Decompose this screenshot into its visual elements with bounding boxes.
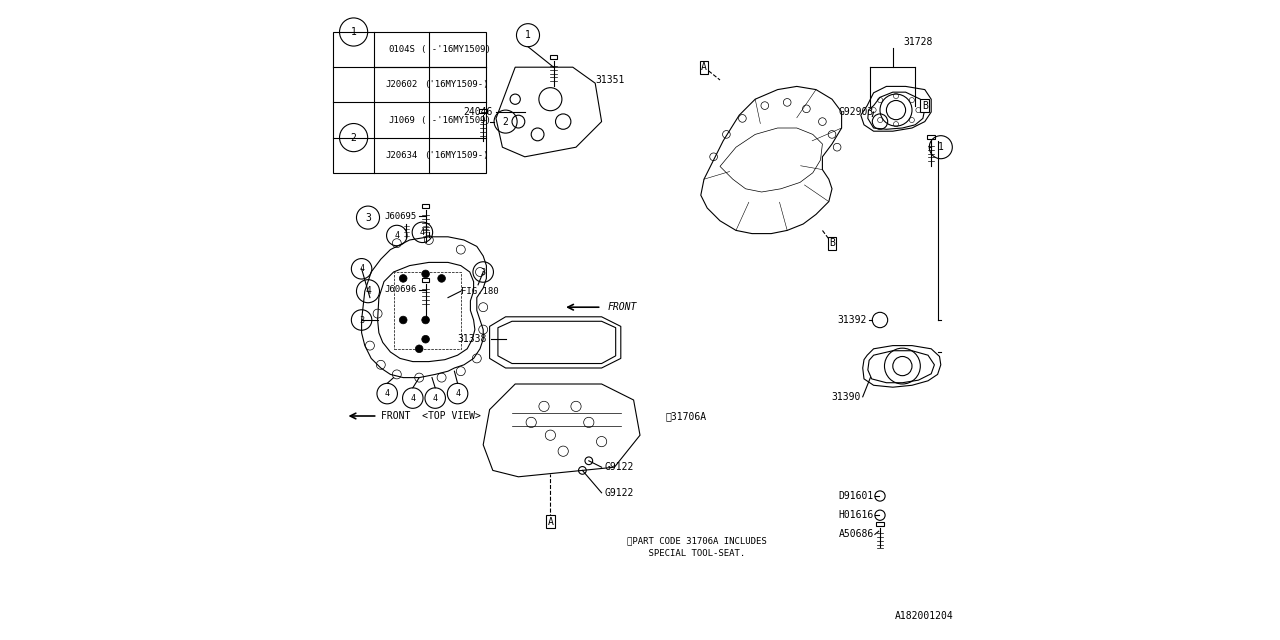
Text: ( -'16MY1509): ( -'16MY1509) xyxy=(421,115,492,125)
Text: 3: 3 xyxy=(360,316,364,324)
Text: ※PART CODE 31706A INCLUDES: ※PART CODE 31706A INCLUDES xyxy=(627,536,767,545)
Text: 4: 4 xyxy=(365,286,371,296)
Text: FIG.180: FIG.180 xyxy=(461,287,498,296)
Text: FRONT: FRONT xyxy=(608,302,637,312)
Text: 2: 2 xyxy=(351,132,357,143)
Text: H01616: H01616 xyxy=(838,510,874,520)
Text: 4: 4 xyxy=(456,389,460,398)
Text: J1069: J1069 xyxy=(388,115,415,125)
Text: 0104S: 0104S xyxy=(388,45,415,54)
Bar xyxy=(394,272,461,349)
Text: 3: 3 xyxy=(481,268,485,276)
Circle shape xyxy=(399,275,407,282)
Text: J20634: J20634 xyxy=(385,150,417,160)
Text: ※31706A: ※31706A xyxy=(666,411,707,421)
Text: 31338: 31338 xyxy=(457,334,486,344)
Text: 4: 4 xyxy=(385,389,389,398)
Text: 4: 4 xyxy=(433,394,438,403)
Text: J60696: J60696 xyxy=(384,285,416,294)
Text: 31728: 31728 xyxy=(904,36,933,47)
Text: J20602: J20602 xyxy=(385,80,417,90)
Text: 4: 4 xyxy=(411,394,415,403)
Text: G9122: G9122 xyxy=(604,462,634,472)
Text: A: A xyxy=(701,62,707,72)
Text: 31390: 31390 xyxy=(832,392,860,402)
Text: 3: 3 xyxy=(365,212,371,223)
Text: A: A xyxy=(548,516,553,527)
Text: 24046: 24046 xyxy=(463,107,493,117)
Circle shape xyxy=(399,316,407,324)
Text: 31392: 31392 xyxy=(838,315,868,325)
Text: FRONT  <TOP VIEW>: FRONT <TOP VIEW> xyxy=(381,411,481,421)
Circle shape xyxy=(422,270,430,278)
Circle shape xyxy=(422,335,430,343)
Text: 2: 2 xyxy=(503,116,508,127)
Text: G92903: G92903 xyxy=(838,107,874,117)
Circle shape xyxy=(415,345,422,353)
Text: 1: 1 xyxy=(525,30,531,40)
Text: J60695: J60695 xyxy=(384,212,416,221)
Bar xyxy=(333,32,486,173)
Text: ('16MY1509-): ('16MY1509-) xyxy=(424,80,488,90)
Text: B: B xyxy=(922,100,928,111)
Text: 1: 1 xyxy=(938,142,943,152)
Text: ('16MY1509-): ('16MY1509-) xyxy=(424,150,488,160)
Text: 31351: 31351 xyxy=(595,75,625,85)
Circle shape xyxy=(438,275,445,282)
Text: G9122: G9122 xyxy=(604,488,634,498)
Circle shape xyxy=(422,316,430,324)
Text: B: B xyxy=(829,238,835,248)
Text: 1: 1 xyxy=(351,27,357,37)
Text: A50686: A50686 xyxy=(838,529,874,540)
Text: SPECIAL TOOL-SEAT.: SPECIAL TOOL-SEAT. xyxy=(627,549,745,558)
Text: ( -'16MY1509): ( -'16MY1509) xyxy=(421,45,492,54)
Text: 4: 4 xyxy=(360,264,364,273)
Text: A182001204: A182001204 xyxy=(895,611,954,621)
Text: 4: 4 xyxy=(420,228,425,237)
Text: D91601: D91601 xyxy=(838,491,874,501)
Text: 4: 4 xyxy=(394,231,399,240)
